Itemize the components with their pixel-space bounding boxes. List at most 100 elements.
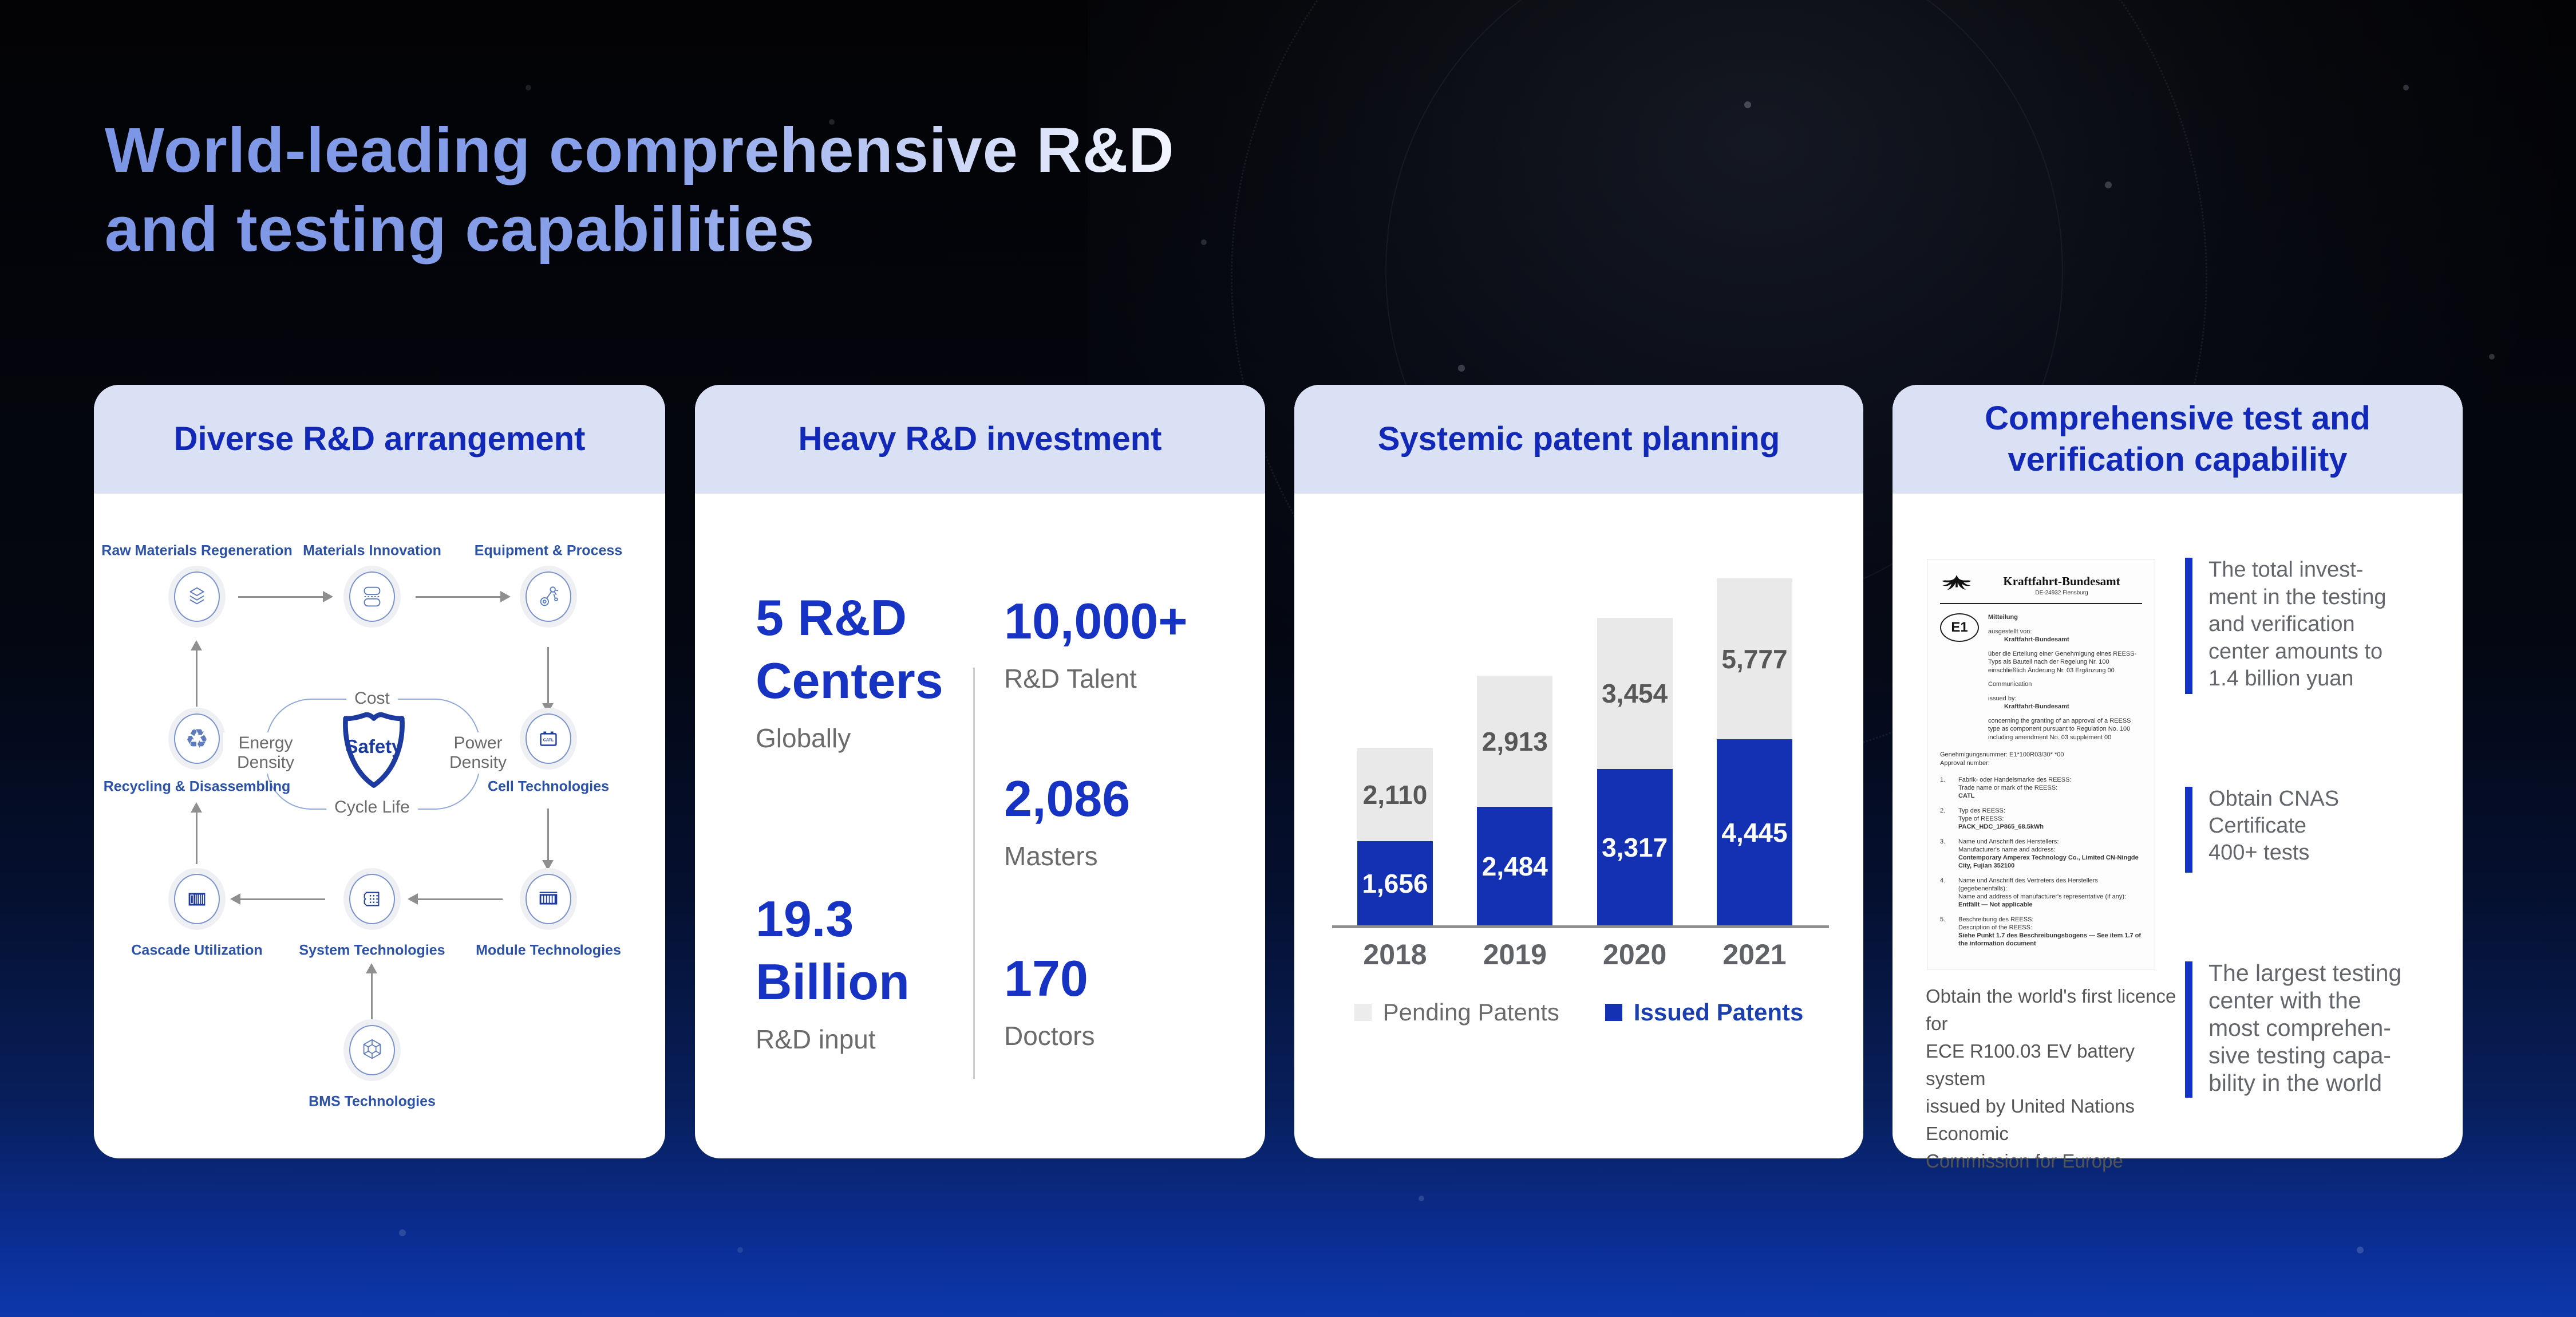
label-recycling: Recycling & Disassembling: [103, 778, 291, 795]
stat-rd-input-caption: R&D input: [756, 1024, 876, 1054]
certificate-authority-location: DE-24932 Flensburg: [2035, 590, 2088, 596]
robot-arm-icon: [526, 571, 571, 622]
label-cell-technologies: Cell Technologies: [487, 778, 610, 795]
safety-shield-icon: Safety: [338, 711, 409, 790]
certificate-item: 4. Name und Anschrift des Vertreters des …: [1940, 877, 2127, 908]
node-bms-technologies: [343, 1019, 401, 1081]
card-rd-investment: Heavy R&D investment 5 R&D Centers Globa…: [695, 385, 1265, 1158]
x-tick-2020: 2020: [1603, 939, 1667, 971]
issued-value-label: 4,445: [1721, 817, 1788, 847]
issued-value-label: 3,317: [1602, 832, 1668, 862]
stat-masters-caption: Masters: [1004, 841, 1098, 871]
pending-segment: 2,913: [1477, 676, 1553, 807]
certificate-mitteilung: Mitteilung: [1988, 614, 2018, 621]
federal-eagle-icon: [1942, 574, 1971, 590]
x-axis: [1332, 925, 1829, 928]
certificate-issued-by-de: ausgestellt von:: [1988, 628, 2032, 635]
arrow-bms-to-system: [366, 963, 377, 1020]
stat-rd-input: 19.3 Billion R&D input: [756, 888, 910, 1055]
stat-rd-centers-caption: Globally: [756, 723, 851, 753]
highlight-largest-center: The largest testing center with the most…: [2208, 960, 2402, 1096]
stats-divider: [973, 668, 975, 1079]
issued-segment: 3,317: [1597, 769, 1673, 925]
arrow-system-to-cascade: [230, 893, 325, 905]
stat-rd-talent: 10,000+ R&D Talent: [1004, 590, 1188, 694]
pending-value-label: 3,454: [1602, 679, 1668, 708]
issued-segment: 1,656: [1357, 841, 1433, 925]
certificate-issuer-de: Kraftfahrt-Bundesamt: [2004, 636, 2069, 643]
x-tick-2019: 2019: [1483, 939, 1547, 971]
node-raw-materials: [168, 566, 226, 628]
node-equipment-process: [520, 566, 577, 628]
background-particles: [0, 0, 3, 3]
bar-group-2018: 2,110 1,656: [1357, 748, 1433, 925]
svg-text:CATL: CATL: [543, 738, 554, 742]
patent-chart: 2,110 1,656 2018 2,913 2,484 2019 3,454 3,317 20…: [1294, 385, 1863, 1158]
x-tick-2021: 2021: [1722, 939, 1787, 971]
stat-rd-centers-value: 5 R&D Centers: [756, 589, 943, 709]
label-raw-materials: Raw Materials Regeneration: [101, 542, 293, 559]
node-module-technologies: [520, 868, 577, 930]
highlight-bar-investment: [2185, 558, 2192, 694]
cabinet-icon: [174, 874, 220, 924]
label-bms-technologies: BMS Technologies: [309, 1093, 436, 1110]
core-label-power-density: Power Density: [436, 732, 520, 774]
x-tick-2018: 2018: [1363, 939, 1427, 971]
issued-swatch-icon: [1605, 1004, 1622, 1021]
arrow-cascade-to-recycling: [191, 802, 202, 864]
node-recycling: ♻: [168, 708, 226, 770]
approval-number-de: Genehmigungsnummer: E1*100R03/30* *00: [1940, 751, 2064, 758]
label-materials-innovation: Materials Innovation: [303, 542, 441, 559]
node-cell-technologies: CATL: [520, 708, 577, 770]
bms-cube-icon: [349, 1025, 395, 1075]
layers-icon: [174, 571, 220, 622]
stat-rd-centers: 5 R&D Centers Globally: [756, 586, 943, 754]
certificate-items: 1. Fabrik- oder Handelsmarke des REESS: Tr…: [1940, 776, 2142, 948]
label-module-technologies: Module Technologies: [476, 942, 621, 959]
stat-rd-talent-value: 10,000+: [1004, 593, 1188, 649]
arrow-module-to-system: [408, 893, 503, 905]
stat-rd-talent-caption: R&D Talent: [1004, 664, 1137, 693]
card-test-capability: Comprehensive test and verification capa…: [1893, 385, 2463, 1172]
arrow-equipment-to-cell: [542, 647, 554, 713]
label-equipment-process: Equipment & Process: [474, 542, 623, 559]
legend-pending-label: Pending Patents: [1382, 999, 1559, 1026]
arrow-raw-to-innovation: [238, 591, 333, 602]
issued-value-label: 1,656: [1362, 868, 1428, 898]
label-cascade-utilization: Cascade Utilization: [131, 942, 263, 959]
certificate-communication: Communication: [1988, 681, 2032, 688]
bar-group-2020: 3,454 3,317: [1597, 618, 1673, 925]
certificate-header: Kraftfahrt-Bundesamt DE-24932 Flensburg: [1940, 573, 2142, 597]
battery-icon: CATL: [526, 713, 571, 764]
certificate-subject-en: concerning the granting of an approval o…: [1988, 717, 2131, 741]
stat-masters: 2,086 Masters: [1004, 767, 1130, 872]
stat-doctors-caption: Doctors: [1004, 1021, 1095, 1051]
highlight-bar-largest-center: [2185, 961, 2192, 1098]
pending-segment: 3,454: [1597, 618, 1673, 769]
stat-masters-value: 2,086: [1004, 770, 1131, 827]
card-patent-planning-header: Systemic patent planning: [1294, 385, 1863, 494]
legend-issued-patents: Issued Patents: [1605, 999, 1803, 1026]
material-stack-icon: [349, 571, 395, 622]
arrow-recycling-to-raw: [191, 640, 202, 707]
highlight-investment: The total invest- ment in the testing an…: [2208, 558, 2387, 691]
slide-title: World-leading comprehensive R&D and test…: [105, 111, 1175, 269]
arrow-innovation-to-equipment: [416, 591, 511, 602]
issued-value-label: 2,484: [1481, 851, 1548, 881]
card-rd-arrangement: Diverse R&D arrangement Raw Materials Re…: [94, 385, 665, 1158]
card-test-capability-header: Comprehensive test and verification capa…: [1893, 385, 2463, 494]
core-label-cost: Cost: [346, 688, 398, 709]
pending-value-label: 2,110: [1362, 779, 1428, 810]
certificate-approval-number: Genehmigungsnummer: E1*100R03/30* *00 Ap…: [1940, 751, 2142, 768]
stat-rd-input-value: 19.3 Billion: [756, 890, 910, 1010]
certificate-item: 1. Fabrik- oder Handelsmarke des REESS: Tr…: [1940, 776, 2072, 799]
pending-segment: 5,777: [1716, 578, 1792, 739]
e1-mark-icon: E1: [1940, 613, 1979, 642]
ece-licence-note: Obtain the world's first licence for ECE…: [1926, 985, 2176, 1172]
chart-legend: Pending Patents Issued Patents: [1294, 999, 1863, 1026]
node-materials-innovation: [343, 566, 401, 628]
certificate-authority: Kraftfahrt-Bundesamt: [2003, 574, 2120, 588]
highlight-bar-cnas: [2185, 787, 2192, 873]
recycle-icon: ♻: [174, 713, 220, 764]
pending-segment: 2,110: [1357, 748, 1433, 841]
